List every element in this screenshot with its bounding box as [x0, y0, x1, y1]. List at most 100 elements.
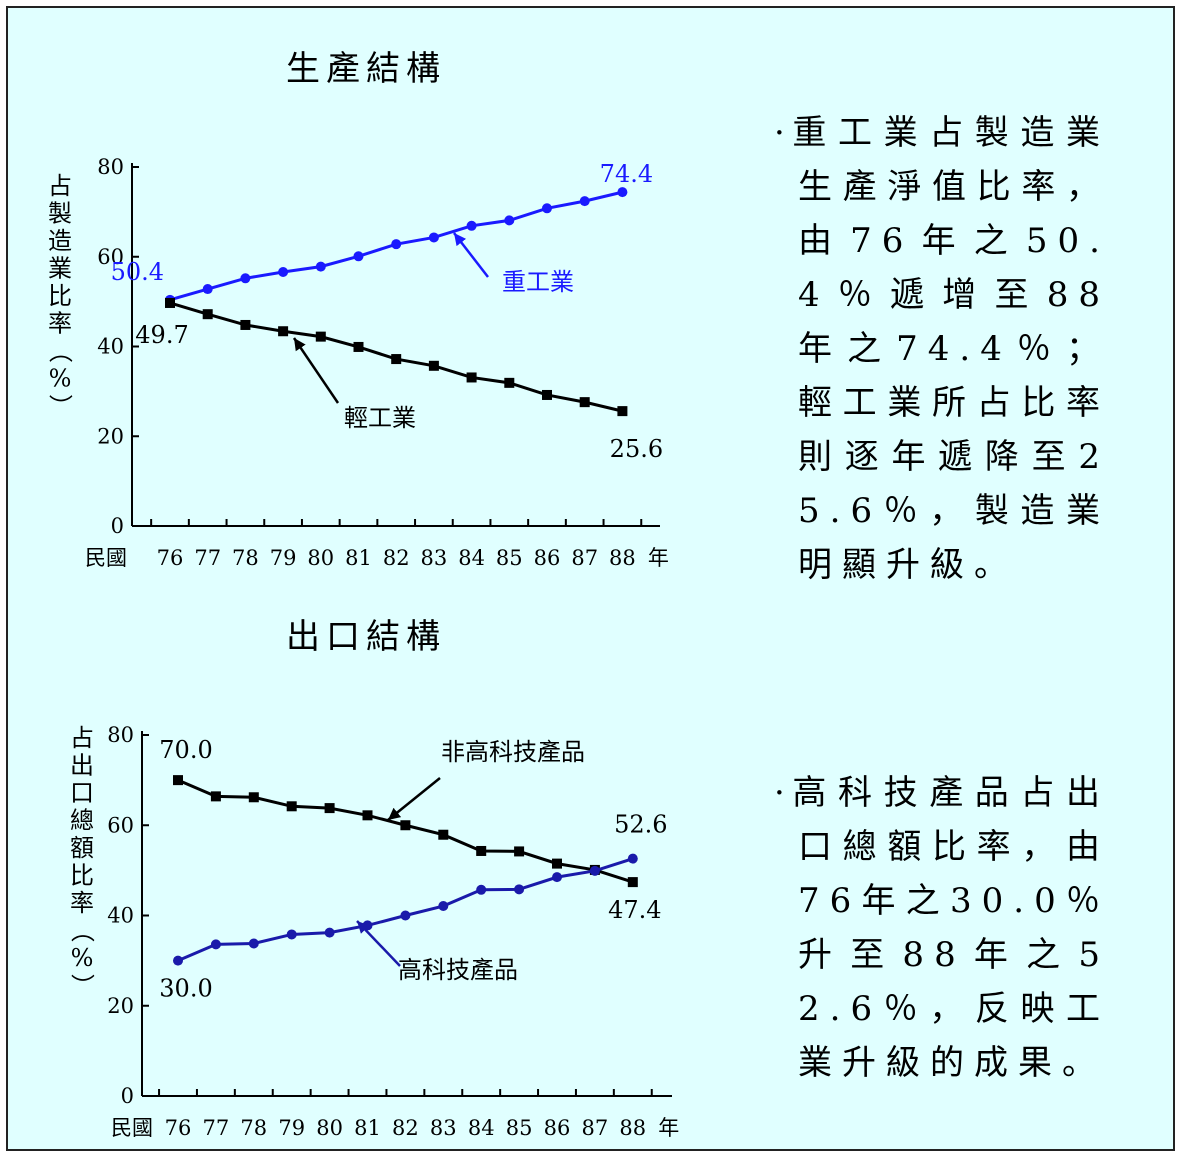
data-point-marker — [552, 858, 562, 869]
x-tick-label: 87 — [582, 1116, 609, 1140]
y-axis-label-char: 比 — [70, 862, 94, 890]
y-axis-label-char: 額 — [70, 834, 94, 862]
data-point-marker — [552, 872, 562, 883]
data-point-marker — [202, 309, 213, 320]
y-axis-label-char: 出 — [70, 752, 94, 780]
x-axis-prefix-label: 民國 — [111, 1116, 153, 1140]
y-tick-label: 60 — [107, 813, 134, 837]
data-point-marker — [324, 927, 335, 938]
figure-frame: 生產結構 占製造業比率（%） 0 20 40 60 80 76 77 78 79 80 81 82 83… — [6, 6, 1175, 1151]
data-point-marker — [579, 196, 590, 207]
data-point-marker — [514, 846, 525, 857]
x-axis-suffix-label: 年 — [648, 546, 669, 570]
x-tick-label: 84 — [458, 546, 485, 570]
data-point-marker — [627, 853, 638, 864]
y-axis-label-char: 業 — [48, 255, 72, 283]
callout-arrow — [292, 337, 340, 404]
axes-export: 0 20 40 60 80 76 77 78 79 80 81 82 83 84 85 86 87 88 民國 年 — [107, 723, 679, 1140]
x-tick-label: 80 — [316, 1116, 343, 1140]
x-tick-label: 85 — [496, 546, 523, 570]
bullet-mark: · — [774, 113, 785, 153]
data-point-marker — [240, 273, 251, 284]
x-tick-label: 76 — [165, 1116, 192, 1140]
x-tick-label: 85 — [506, 1116, 533, 1140]
y-tick-label: 0 — [111, 514, 124, 538]
y-tick-label: 20 — [107, 994, 134, 1018]
x-tick-label: 86 — [544, 1116, 571, 1140]
data-point-marker — [617, 406, 628, 417]
bullet-mark: · — [774, 773, 785, 813]
data-point-marker — [165, 297, 175, 308]
series-name-label: 重工業 — [502, 268, 574, 296]
callout-arrow — [453, 232, 489, 278]
chart-title-production: 生產結構 — [286, 49, 446, 89]
data-point-marker — [286, 929, 297, 940]
y-axis-label-char: ） — [46, 394, 74, 418]
y-axis-label-char: 總 — [70, 807, 94, 835]
series-line — [177, 778, 634, 884]
data-point-marker — [542, 203, 552, 214]
production-note: · 重工業占製造業生產淨值比率，由76年之50.4％遞增至88年之74.4％；輕工… — [774, 106, 1110, 592]
x-tick-label: 83 — [421, 546, 448, 570]
chart-title-export: 出口結構 — [286, 617, 446, 657]
data-point-marker — [362, 810, 373, 821]
data-point-marker — [202, 284, 213, 295]
x-tick-label: 78 — [232, 546, 259, 570]
y-axis-label-char: 占 — [70, 724, 94, 752]
data-point-marker — [476, 884, 487, 895]
data-point-marker — [315, 261, 326, 272]
x-tick-label: 78 — [240, 1116, 267, 1140]
y-axis-label-char: % — [71, 944, 94, 972]
x-tick-label: 77 — [194, 546, 221, 570]
series-name-label: 輕工業 — [344, 404, 416, 432]
x-tick-label: 83 — [430, 1116, 457, 1140]
x-tick-label: 88 — [619, 1116, 646, 1140]
data-point-marker — [466, 220, 477, 231]
y-axis-label-char: % — [49, 365, 72, 393]
x-tick-label: 76 — [157, 546, 184, 570]
data-point-marker — [324, 803, 335, 814]
data-point-marker — [248, 938, 259, 949]
y-axis-label-char: 比 — [48, 282, 72, 310]
y-axis-label-char: 率 — [48, 310, 72, 338]
export-structure-chart: 出口結構 占出口總額比率（%） 0 20 40 60 80 76 77 78 79 80 81 82 8… — [68, 617, 679, 1140]
data-point-marker — [210, 939, 221, 950]
data-point-marker — [504, 377, 515, 388]
axes-production: 0 20 40 60 80 76 77 78 79 80 81 82 83 84 85 86 87 88 民國 年 — [85, 155, 669, 570]
data-point-marker — [589, 865, 600, 876]
y-axis-label-char: 製 — [48, 200, 72, 228]
data-point-marker — [173, 775, 183, 786]
data-point-marker — [542, 389, 552, 400]
data-point-marker — [278, 326, 289, 337]
data-point-marker — [514, 884, 525, 895]
x-tick-label: 79 — [278, 1116, 305, 1140]
data-point-marker — [210, 791, 221, 802]
x-tick-label: 81 — [345, 546, 372, 570]
data-point-marker — [504, 215, 515, 226]
y-axis-label-char: （ — [46, 339, 74, 363]
data-point-marker — [428, 232, 439, 243]
x-tick-label: 84 — [468, 1116, 495, 1140]
data-point-marker — [579, 397, 590, 408]
x-tick-label: 87 — [571, 546, 598, 570]
y-tick-label: 40 — [97, 335, 124, 359]
y-axis-label-char: ） — [68, 974, 96, 998]
y-axis-label-char: 占 — [48, 172, 72, 200]
data-point-marker — [353, 341, 364, 352]
x-tick-label: 79 — [270, 546, 297, 570]
data-label: 49.7 — [135, 321, 188, 349]
data-point-marker — [400, 910, 411, 921]
y-axis-label-char: （ — [68, 919, 96, 943]
x-tick-label: 80 — [307, 546, 334, 570]
x-tick-label: 81 — [354, 1116, 381, 1140]
data-point-marker — [400, 820, 411, 831]
data-point-marker — [438, 901, 449, 912]
data-label: 74.4 — [600, 160, 653, 188]
data-label: 47.4 — [608, 896, 661, 924]
data-point-marker — [466, 372, 477, 383]
x-tick-label: 86 — [534, 546, 561, 570]
data-point-marker — [391, 239, 402, 250]
